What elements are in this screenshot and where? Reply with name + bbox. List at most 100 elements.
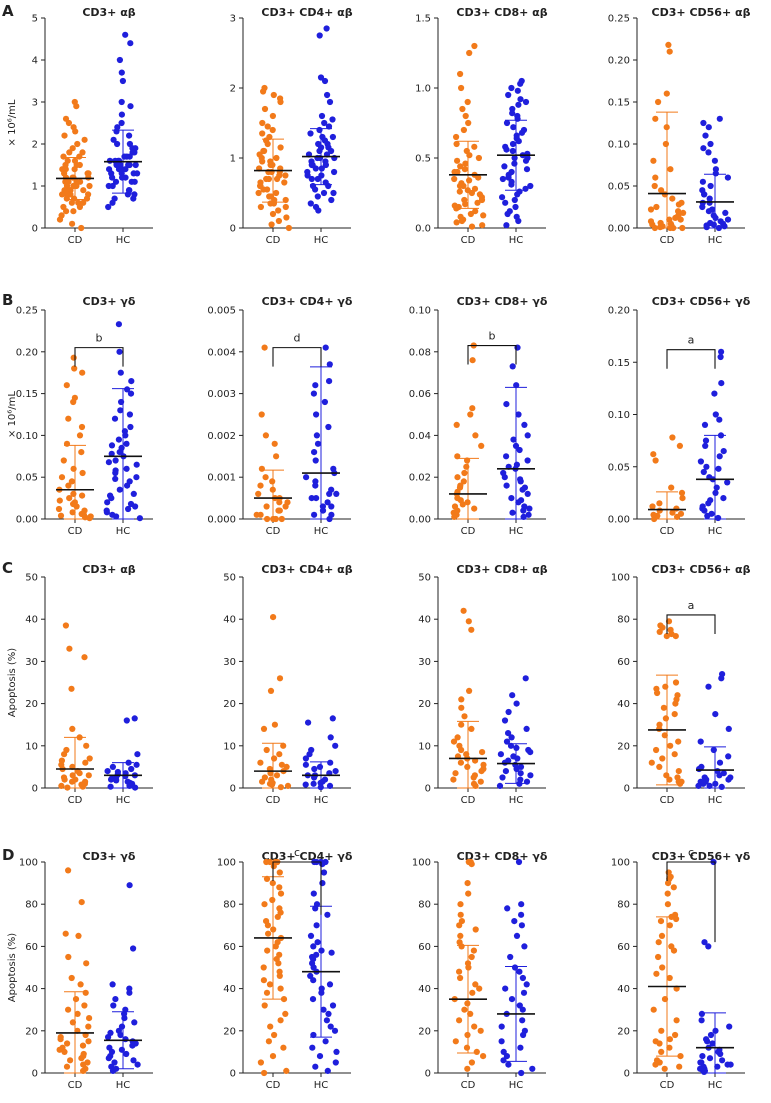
data-point bbox=[80, 199, 87, 206]
data-point bbox=[513, 382, 520, 389]
data-point bbox=[85, 1038, 92, 1045]
data-point bbox=[77, 178, 84, 185]
data-point bbox=[264, 922, 271, 929]
data-point bbox=[327, 1023, 334, 1030]
data-point bbox=[451, 175, 458, 183]
data-point bbox=[105, 203, 112, 211]
significance-label: a bbox=[688, 334, 695, 347]
data-point bbox=[476, 985, 483, 992]
data-point bbox=[460, 478, 467, 485]
data-point bbox=[311, 449, 318, 456]
data-point bbox=[656, 725, 663, 733]
data-point bbox=[714, 1063, 721, 1070]
significance-bracket bbox=[666, 861, 716, 943]
data-point bbox=[453, 219, 460, 226]
data-point bbox=[257, 203, 264, 211]
series-cd bbox=[56, 98, 94, 232]
data-point bbox=[472, 432, 479, 439]
data-point bbox=[86, 515, 93, 522]
data-point bbox=[80, 187, 87, 194]
data-point bbox=[661, 1065, 668, 1072]
data-point bbox=[83, 742, 90, 749]
data-point bbox=[670, 884, 677, 891]
data-point bbox=[502, 985, 509, 992]
data-point bbox=[69, 220, 76, 227]
data-point bbox=[82, 759, 89, 766]
x-tick-label-cd: CD bbox=[266, 235, 281, 246]
chart-title: CD3+ CD8+ γδ bbox=[457, 850, 548, 863]
data-point bbox=[332, 742, 339, 749]
y-tick-label: 80 bbox=[223, 900, 236, 911]
data-point bbox=[65, 867, 72, 874]
data-point bbox=[459, 105, 466, 113]
data-point bbox=[465, 890, 472, 897]
data-point bbox=[524, 457, 531, 464]
data-point bbox=[111, 415, 119, 422]
data-point bbox=[718, 675, 725, 682]
data-point bbox=[65, 953, 72, 961]
data-point bbox=[70, 208, 77, 215]
data-point bbox=[503, 738, 511, 745]
data-point bbox=[515, 499, 522, 506]
data-point bbox=[479, 749, 486, 756]
y-tick-label: 2 bbox=[230, 84, 236, 95]
data-point bbox=[316, 763, 324, 771]
data-point bbox=[498, 1023, 505, 1030]
data-point bbox=[502, 768, 509, 775]
data-point bbox=[274, 175, 281, 183]
data-point bbox=[697, 738, 704, 745]
data-point bbox=[672, 679, 680, 686]
data-point bbox=[517, 80, 524, 87]
data-point bbox=[72, 996, 80, 1003]
data-point bbox=[702, 132, 709, 139]
data-point bbox=[255, 189, 262, 197]
data-point bbox=[505, 708, 512, 716]
data-point bbox=[464, 457, 471, 464]
series-hc bbox=[496, 675, 535, 790]
data-point bbox=[275, 207, 282, 214]
chart-title: CD3+ γδ bbox=[83, 295, 136, 308]
y-tick-label: 0.004 bbox=[207, 347, 236, 358]
data-point bbox=[514, 115, 521, 122]
y-tick-label: 50 bbox=[418, 573, 431, 584]
data-point bbox=[257, 511, 264, 518]
data-point bbox=[262, 432, 269, 439]
data-point bbox=[316, 1053, 324, 1060]
data-point bbox=[524, 432, 531, 439]
data-point bbox=[331, 1027, 339, 1034]
data-point bbox=[312, 905, 319, 912]
data-point bbox=[78, 224, 85, 232]
data-point bbox=[517, 96, 524, 103]
data-point bbox=[76, 770, 83, 777]
chart-title: CD3+ γδ bbox=[83, 850, 136, 863]
data-point bbox=[322, 1038, 329, 1045]
data-point bbox=[709, 1040, 716, 1047]
data-point bbox=[264, 123, 271, 130]
data-point bbox=[523, 981, 530, 988]
data-point bbox=[69, 778, 76, 785]
data-point bbox=[705, 500, 712, 507]
data-point bbox=[680, 209, 687, 216]
data-point bbox=[453, 140, 460, 148]
chart-title: CD3+ CD8+ αβ bbox=[456, 563, 547, 576]
data-point bbox=[527, 772, 534, 779]
y-axis-title: Apoptosis (%) bbox=[7, 648, 18, 717]
data-point bbox=[508, 996, 516, 1003]
chart-D-3: CD3+ CD8+ γδ 0 20 40 60 80 100 CD HC bbox=[412, 850, 548, 1091]
data-point bbox=[458, 696, 465, 703]
data-point bbox=[658, 1027, 665, 1034]
data-point bbox=[123, 440, 130, 447]
data-point bbox=[699, 203, 706, 211]
data-point bbox=[715, 514, 722, 522]
data-point bbox=[110, 1002, 117, 1009]
x-tick-label-cd: CD bbox=[461, 795, 476, 806]
y-tick-label: 1 bbox=[32, 182, 38, 193]
data-point bbox=[651, 515, 658, 523]
series-cd bbox=[449, 342, 487, 521]
x-tick-label-hc: HC bbox=[509, 526, 524, 537]
series-cd bbox=[648, 434, 686, 523]
data-point bbox=[725, 753, 732, 760]
data-point bbox=[85, 174, 92, 181]
data-point bbox=[282, 196, 289, 204]
data-point bbox=[113, 128, 120, 135]
